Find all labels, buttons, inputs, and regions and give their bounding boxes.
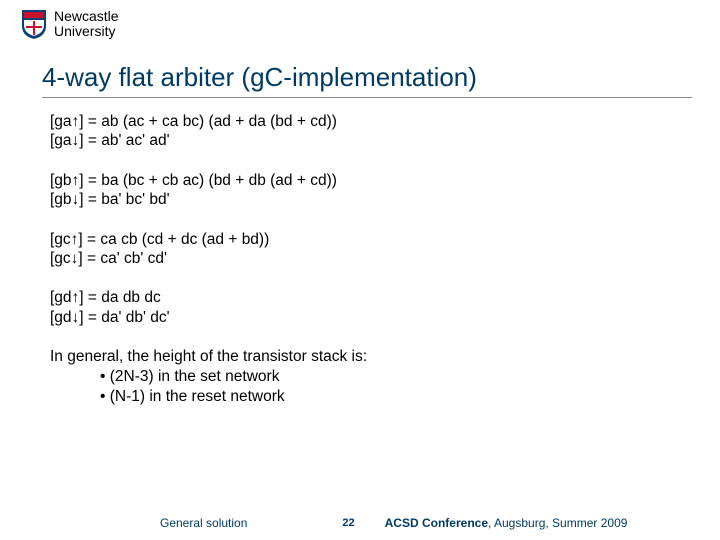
content-area: [ga↑] = ab (ac + ca bc) (ad + da (bd + c… — [50, 112, 680, 407]
footer-location: , Augsburg, Summer 2009 — [488, 516, 627, 530]
gd-down: [gd↓] = da' db' dc' — [50, 308, 680, 327]
footer: General solution 22 ACSD Conference, Aug… — [0, 516, 720, 530]
logo-text: Newcastle University — [54, 9, 119, 38]
bullet-reset-network: • (N-1) in the reset network — [100, 387, 680, 407]
equation-group-gc: [gc↑] = ca cb (cd + dc (ad + bd)) [gc↓] … — [50, 230, 680, 269]
bullet-set-network: • (2N-3) in the set network — [100, 367, 680, 387]
ga-up: [ga↑] = ab (ac + ca bc) (ad + da (bd + c… — [50, 112, 680, 131]
equation-group-ga: [ga↑] = ab (ac + ca bc) (ad + da (bd + c… — [50, 112, 680, 151]
ga-down: [ga↓] = ab' ac' ad' — [50, 131, 680, 150]
equation-group-gd: [gd↑] = da db dc [gd↓] = da' db' dc' — [50, 288, 680, 327]
university-logo: Newcastle University — [20, 8, 119, 40]
footer-right: ACSD Conference, Augsburg, Summer 2009 — [385, 516, 628, 530]
gd-up: [gd↑] = da db dc — [50, 288, 680, 307]
general-intro: In general, the height of the transistor… — [50, 347, 680, 367]
gb-up: [gb↑] = ba (bc + cb ac) (bd + db (ad + c… — [50, 171, 680, 190]
footer-left: General solution — [160, 516, 247, 530]
gc-up: [gc↑] = ca cb (cd + dc (ad + bd)) — [50, 230, 680, 249]
gb-down: [gb↓] = ba' bc' bd' — [50, 190, 680, 209]
gc-down: [gc↓] = ca' cb' cd' — [50, 249, 680, 268]
equation-group-gb: [gb↑] = ba (bc + cb ac) (bd + db (ad + c… — [50, 171, 680, 210]
logo-line1: Newcastle — [54, 9, 119, 24]
logo-line2: University — [54, 24, 119, 39]
general-note: In general, the height of the transistor… — [50, 347, 680, 407]
shield-icon — [20, 8, 48, 40]
page-number: 22 — [342, 517, 354, 529]
title-bar: 4-way flat arbiter (gC-implementation) — [42, 62, 692, 98]
slide-title: 4-way flat arbiter (gC-implementation) — [42, 62, 692, 93]
footer-conference: ACSD Conference — [385, 516, 488, 530]
